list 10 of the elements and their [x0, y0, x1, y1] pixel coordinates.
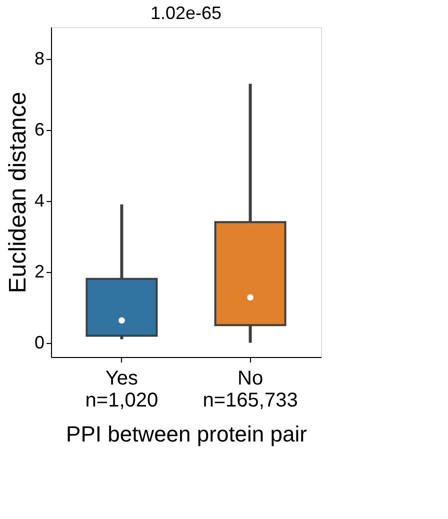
x-axis-title: PPI between protein pair — [66, 422, 307, 446]
x-tick-label: No n=165,733 — [202, 368, 298, 412]
y-tick-label: 6 — [34, 119, 44, 140]
y-tick-label: 8 — [34, 48, 44, 68]
x-tick-label: Yes n=1,020 — [85, 368, 158, 412]
y-axis-title: Euclidean distance — [4, 92, 32, 294]
text: 1.02e-65 — [150, 3, 222, 23]
y-tick-label: 2 — [34, 261, 44, 282]
y-tick-label: 0 — [34, 332, 44, 352]
y-tick-label: 4 — [34, 190, 44, 210]
